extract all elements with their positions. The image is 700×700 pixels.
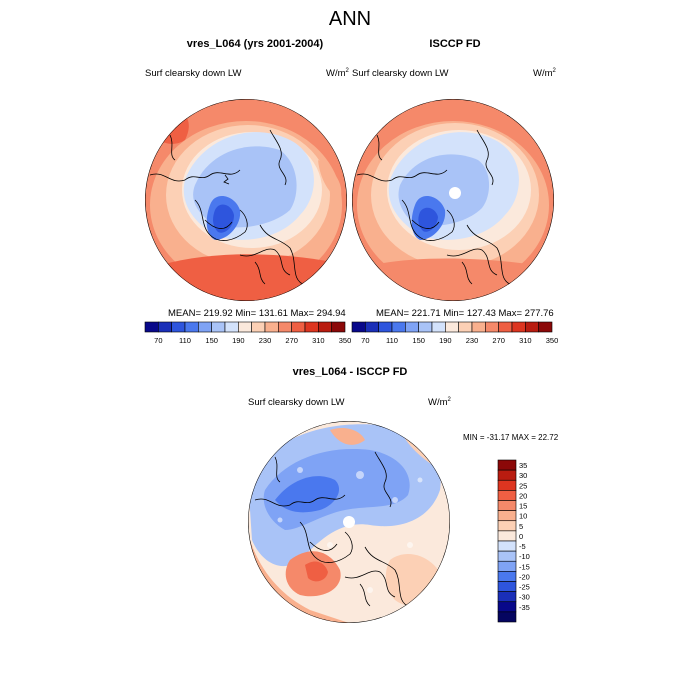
colorbar-panel-2-swatch bbox=[445, 321, 459, 333]
colorbar-panel-1-swatch bbox=[144, 321, 159, 333]
colorbar-difference-tick-label: -5 bbox=[519, 542, 526, 551]
colorbar-difference-tick-label: 5 bbox=[519, 522, 523, 531]
colorbar-panel-2-swatch bbox=[511, 321, 526, 333]
colorbar-panel-1-swatch bbox=[291, 321, 306, 333]
colorbar-panel-1-swatch bbox=[184, 321, 199, 333]
map-panel-1 bbox=[145, 99, 347, 301]
colorbar-difference-tick-label: 15 bbox=[519, 502, 527, 511]
main-title: ANN bbox=[328, 8, 372, 30]
colorbar-difference-swatch bbox=[497, 560, 517, 572]
colorbar-panel-2-swatch bbox=[431, 321, 446, 333]
map-panel-difference bbox=[248, 421, 450, 623]
colorbar-panel-2-swatch bbox=[471, 321, 486, 333]
colorbar-panel-2-swatch bbox=[405, 321, 419, 333]
colorbar-panel-2-swatch bbox=[458, 321, 473, 333]
colorbar-difference-swatch bbox=[497, 611, 517, 623]
map-panel-2 bbox=[352, 99, 554, 301]
colorbar-difference-swatch bbox=[497, 500, 517, 511]
colorbar-panel-1-tick-label: 190 bbox=[232, 336, 245, 345]
colorbar-panel-1-tick-label: 270 bbox=[285, 336, 298, 345]
panel-1-stats: MEAN= 219.92 Min= 131.61 Max= 294.94 bbox=[168, 308, 346, 319]
panel-2-units: W/m2 bbox=[533, 68, 556, 80]
colorbar-difference-tick-label: 0 bbox=[519, 532, 523, 541]
colorbar-difference-swatch bbox=[497, 601, 517, 613]
colorbar-difference-tick-label: 35 bbox=[519, 461, 527, 470]
colorbar-panel-2-tick-label: 270 bbox=[492, 336, 505, 345]
colorbar-panel-1-swatch bbox=[318, 321, 332, 333]
colorbar-panel-2: 70 110 150 190 230 270 310 350 bbox=[351, 321, 559, 345]
colorbar-panel-2-swatch bbox=[351, 321, 366, 333]
panel-2-stats: MEAN= 221.71 Min= 127.43 Max= 277.76 bbox=[376, 308, 554, 319]
panel-1-variable-label: Surf clearsky down LW bbox=[145, 68, 242, 79]
colorbar-difference-swatch bbox=[497, 479, 517, 491]
colorbar-panel-1-swatch bbox=[158, 321, 172, 333]
colorbar-panel-2-swatch bbox=[538, 321, 553, 333]
colorbar-difference-tick-label: 25 bbox=[519, 481, 527, 490]
colorbar-panel-1-tick-label: 110 bbox=[179, 336, 191, 345]
colorbar-panel-1-swatch bbox=[238, 321, 252, 333]
colorbar-panel-2-swatch bbox=[525, 321, 539, 333]
colorbar-panel-1-tick-label: 70 bbox=[154, 336, 162, 345]
colorbar-difference-tick-label: -25 bbox=[519, 583, 530, 592]
colorbar-panel-2-tick-label: 190 bbox=[439, 336, 452, 345]
colorbar-difference-swatch bbox=[497, 530, 517, 542]
colorbar-panel-2-tick-label: 150 bbox=[412, 336, 425, 345]
colorbar-panel-2-tick-label: 350 bbox=[546, 336, 559, 345]
colorbar-panel-1-tick-label: 150 bbox=[205, 336, 218, 345]
colorbar-difference-swatch bbox=[497, 490, 517, 501]
colorbar-panel-1-swatch bbox=[278, 321, 292, 333]
colorbar-difference-swatch bbox=[497, 520, 517, 532]
panel-2-title: ISCCP FD bbox=[429, 38, 481, 50]
colorbar-difference-tick-label: 10 bbox=[519, 512, 527, 521]
colorbar-panel-1-swatch bbox=[198, 321, 212, 333]
colorbar-panel-1-swatch bbox=[224, 321, 239, 333]
colorbar-panel-1-tick-label: 230 bbox=[259, 336, 272, 345]
colorbar-difference-swatch bbox=[497, 540, 517, 552]
colorbar-difference-tick-label: 30 bbox=[519, 471, 527, 480]
colorbar-panel-2-tick-label: 230 bbox=[466, 336, 479, 345]
colorbar-difference-tick-label: -15 bbox=[519, 562, 530, 571]
colorbar-difference-tick-label: -20 bbox=[519, 572, 530, 581]
colorbar-panel-2-swatch bbox=[378, 321, 393, 333]
colorbar-difference-swatch bbox=[497, 581, 517, 592]
colorbar-difference-tick-label: -10 bbox=[519, 552, 530, 561]
colorbar-panel-1-swatch bbox=[304, 321, 319, 333]
colorbar-panel-2-tick-label: 310 bbox=[519, 336, 532, 345]
colorbar-panel-2-swatch bbox=[498, 321, 513, 333]
colorbar-panel-1-tick-label: 350 bbox=[339, 336, 352, 345]
colorbar-panel-1-tick-label: 310 bbox=[312, 336, 325, 345]
colorbar-panel-1-swatch bbox=[331, 321, 346, 333]
colorbar-panel-1-swatch bbox=[171, 321, 186, 333]
colorbar-difference-swatch bbox=[497, 469, 517, 481]
colorbar-difference-tick-label: -30 bbox=[519, 593, 530, 602]
colorbar-difference-tick-label: 20 bbox=[519, 491, 527, 500]
colorbar-difference-tick-label: -35 bbox=[519, 603, 530, 612]
difference-units: W/m2 bbox=[428, 397, 451, 409]
colorbar-difference-swatch bbox=[497, 550, 517, 562]
colorbar-panel-2-swatch bbox=[391, 321, 406, 333]
colorbar-difference-swatch bbox=[497, 571, 517, 582]
colorbar-panel-1-swatch bbox=[211, 321, 226, 333]
panel-1-title: vres_L064 (yrs 2001-2004) bbox=[186, 38, 324, 50]
colorbar-panel-2-tick-label: 110 bbox=[386, 336, 398, 345]
panel-2-variable-label: Surf clearsky down LW bbox=[352, 68, 449, 79]
colorbar-panel-1: 70 110 150 190 230 270 310 350 bbox=[144, 321, 352, 345]
colorbar-panel-2-swatch bbox=[365, 321, 379, 333]
colorbar-panel-1-swatch bbox=[264, 321, 279, 333]
panel-1-units: W/m2 bbox=[326, 68, 349, 80]
colorbar-difference-swatch bbox=[497, 510, 517, 522]
colorbar-panel-2-swatch bbox=[418, 321, 433, 333]
colorbar-panel-1-swatch bbox=[251, 321, 266, 333]
difference-minmax: MIN = -31.17 MAX = 22.72 bbox=[463, 433, 559, 442]
colorbar-difference-swatch bbox=[497, 459, 517, 471]
colorbar-panel-2-tick-label: 70 bbox=[361, 336, 369, 345]
colorbar-difference-swatch bbox=[497, 591, 517, 603]
difference-panel-title: vres_L064 - ISCCP FD bbox=[292, 366, 408, 378]
difference-variable-label: Surf clearsky down LW bbox=[248, 397, 345, 408]
colorbar-panel-2-swatch bbox=[485, 321, 499, 333]
